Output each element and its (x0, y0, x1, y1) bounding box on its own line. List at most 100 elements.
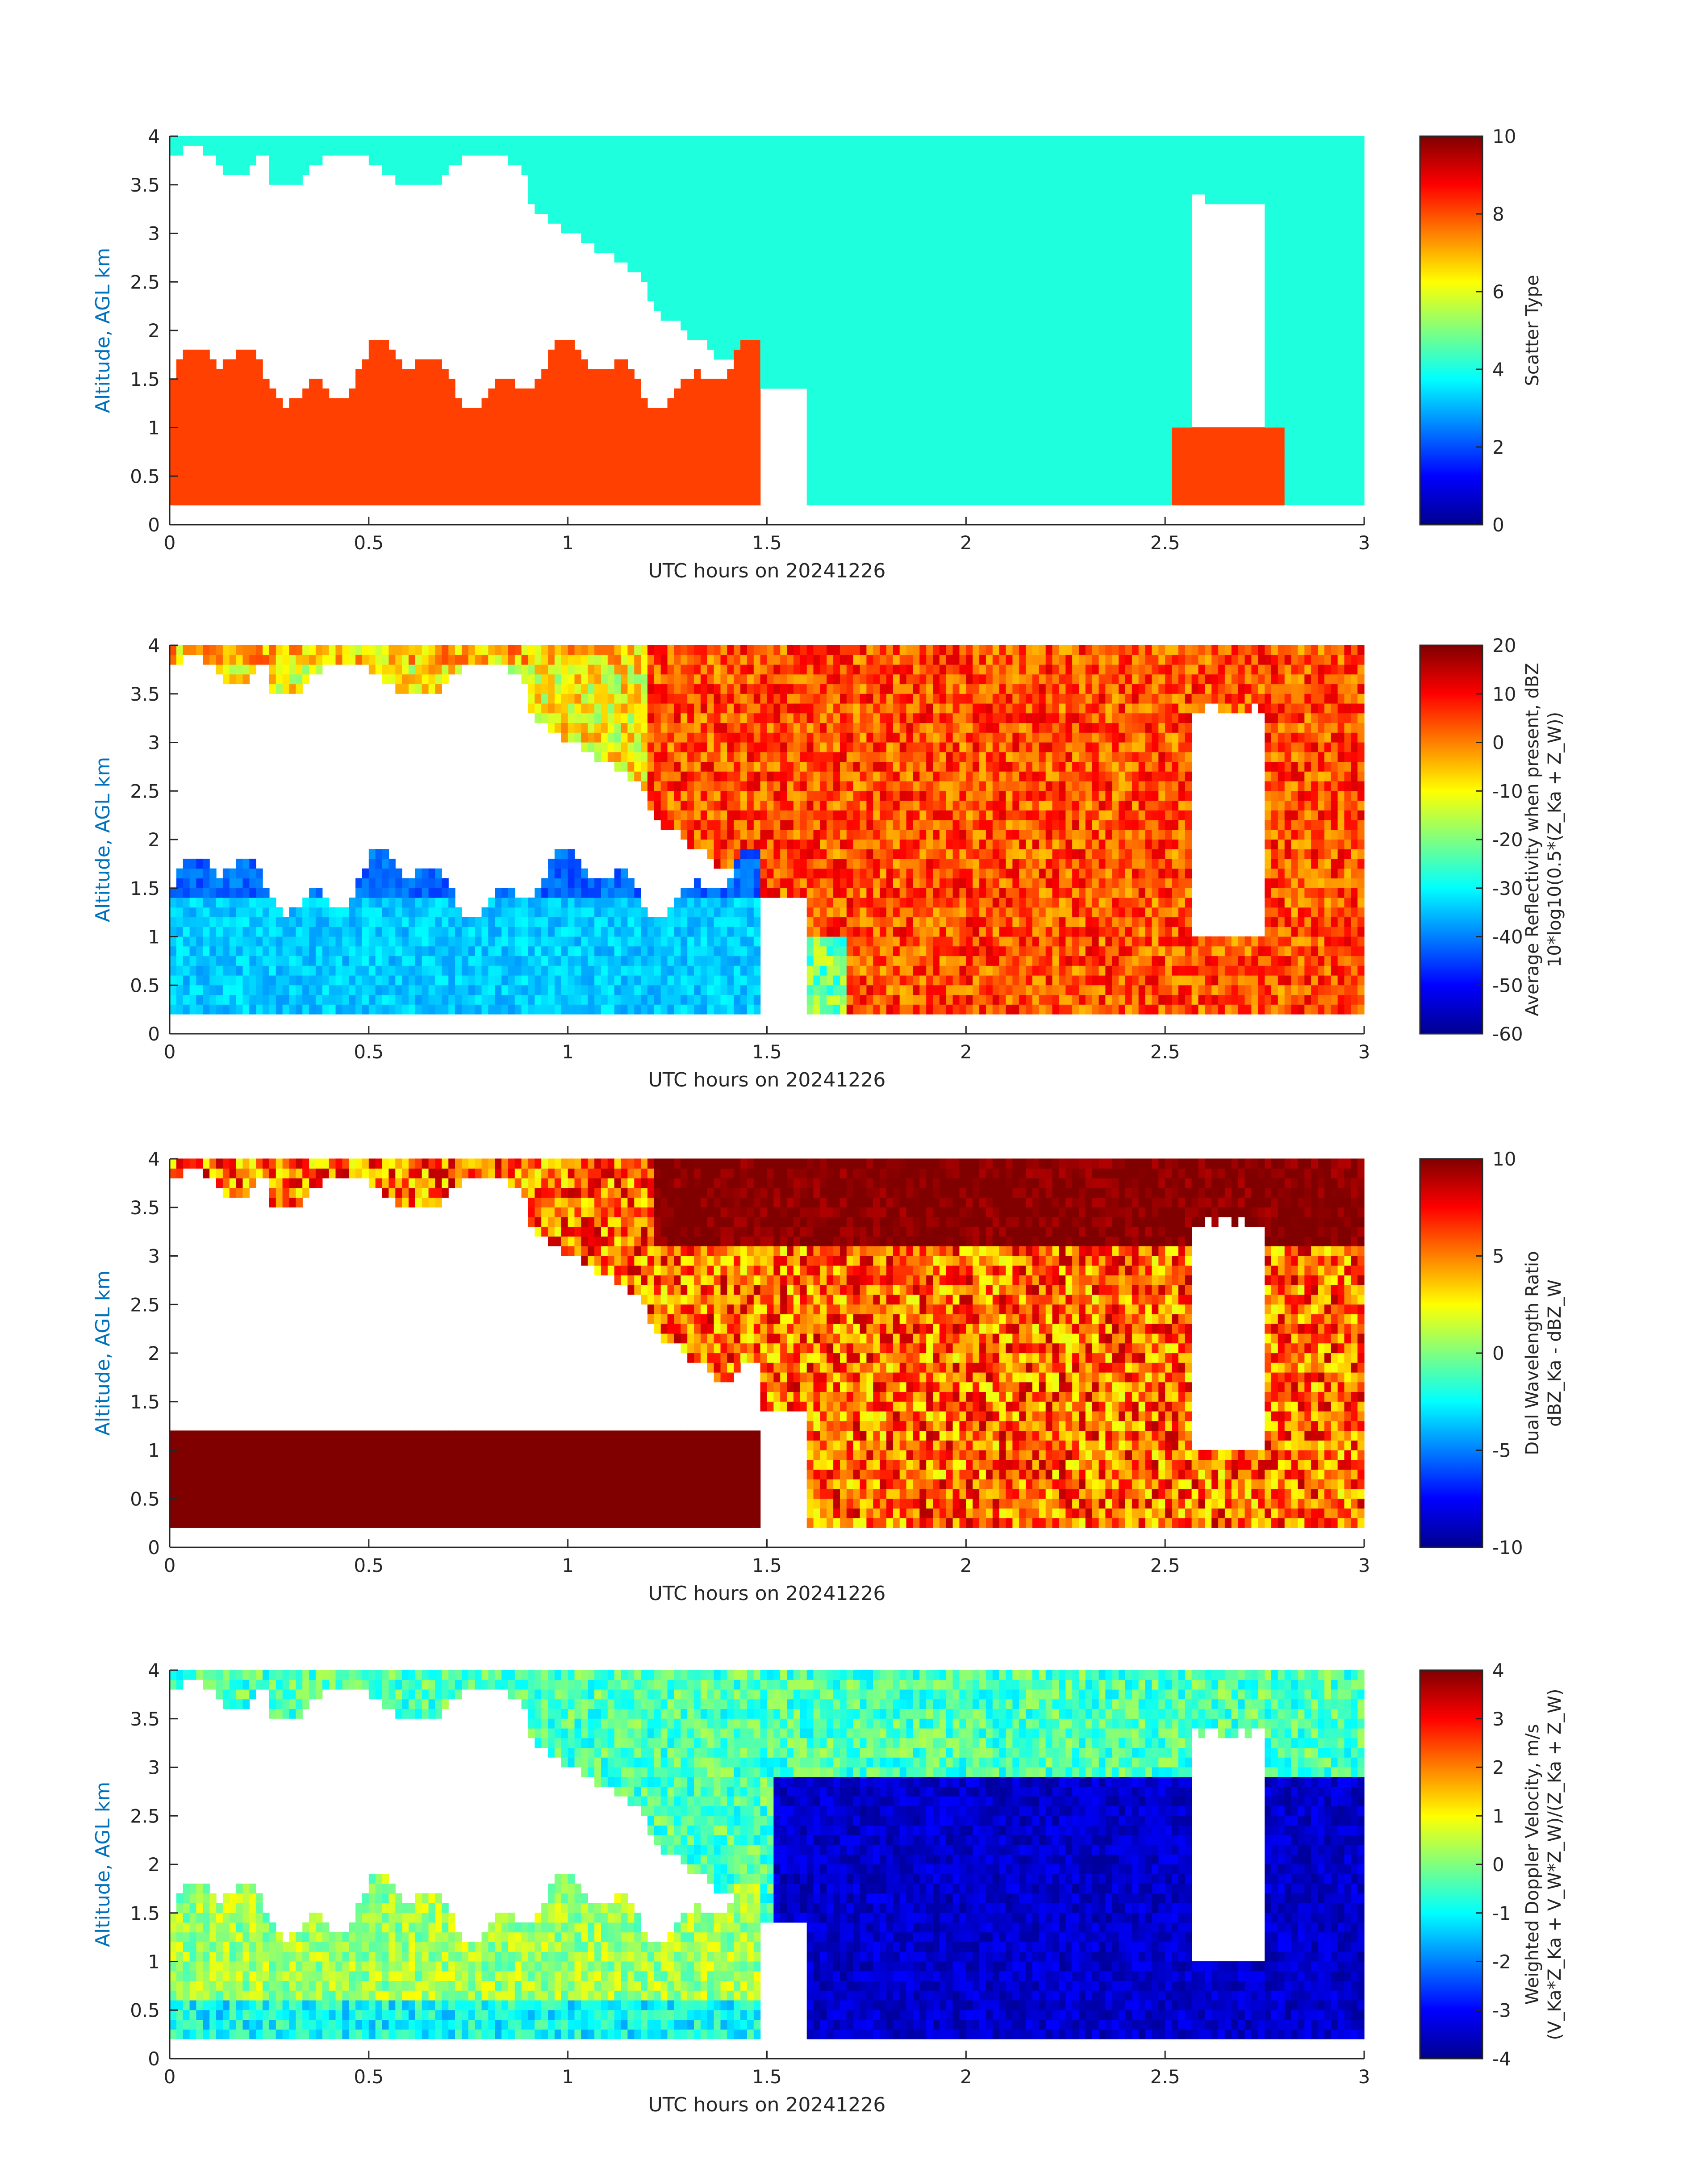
x-tick-label: 0.5 (354, 1554, 384, 1576)
panel-dual-wavelength-ratio: 0 0.5 1 1.5 2 2.5 3 0 0.5 1 1.5 2 2.5 3 3.5 4 UTC hours … (92, 1148, 1565, 1605)
colorbar-tick-label: 8 (1492, 203, 1504, 225)
colorbar-tick-label: 0 (1492, 1854, 1504, 1876)
x-tick-label: 3 (1358, 1041, 1370, 1063)
colorbar-tick-label: -60 (1492, 1023, 1523, 1045)
x-tick-label: 0.5 (354, 532, 384, 554)
y-tick-label: 0.5 (130, 1488, 160, 1510)
y-tick-label: 0 (148, 1537, 160, 1559)
x-tick-label: 0 (164, 532, 176, 554)
y-tick-label: 2.5 (130, 1805, 160, 1827)
y-tick-label: 1.5 (130, 1391, 160, 1413)
x-tick-label: 0 (164, 1554, 176, 1576)
colorbar-tick-label: -10 (1492, 780, 1523, 802)
x-tick-label: 1 (562, 1554, 574, 1576)
colorbar-tick-label: -20 (1492, 829, 1523, 851)
x-tick-label: 2.5 (1150, 532, 1180, 554)
colorbar-tick-label: 1 (1492, 1805, 1504, 1827)
x-tick-label: 1 (562, 2066, 574, 2088)
colorbar-label: Scatter Type (1522, 275, 1543, 386)
colorbar-label: (V_Ka*Z_Ka + V_W*Z_W)/(Z_Ka + Z_W) (1545, 1689, 1565, 2040)
x-tick-label: 2.5 (1150, 1041, 1180, 1063)
y-tick-label: 1.5 (130, 368, 160, 390)
heatmap-doppler-velocity (170, 1670, 1365, 2039)
y-axis-label: Altitude, AGL km (92, 1782, 114, 1947)
y-tick-label: 3 (148, 732, 160, 754)
x-axis-label: UTC hours on 20241226 (648, 1582, 886, 1605)
x-tick-label: 3 (1358, 2066, 1370, 2088)
colorbar-dual-wavelength-ratio: -10 -5 0 5 10 Dual Wavelength Ratio dBZ_Ka - d… (1419, 1148, 1565, 1559)
colorbar-tick-label: -50 (1492, 974, 1523, 996)
y-tick-label: 3.5 (130, 1197, 160, 1219)
x-tick-label: 2 (960, 532, 972, 554)
y-tick-label: 4 (148, 1659, 160, 1681)
colorbar-tick-label: 10 (1492, 683, 1516, 705)
colorbar-tick-label: -3 (1492, 1999, 1511, 2021)
x-tick-label: 1.5 (752, 1554, 782, 1576)
colorbar-label: dBZ_Ka - dBZ_W (1545, 1279, 1565, 1427)
y-tick-label: 3.5 (130, 1708, 160, 1730)
colorbar-tick-label: 20 (1492, 635, 1516, 656)
y-tick-label: 2 (148, 1854, 160, 1876)
x-tick-label: 3 (1358, 532, 1370, 554)
colorbar-tick-label: 4 (1492, 359, 1504, 380)
x-tick-label: 0.5 (354, 2066, 384, 2088)
y-tick-label: 3.5 (130, 683, 160, 705)
colorbar-tick-label: 10 (1492, 125, 1516, 147)
y-tick-label: 4 (148, 1148, 160, 1170)
colorbar-tick-label: 0 (1492, 1342, 1504, 1364)
y-tick-label: 0.5 (130, 1999, 160, 2021)
colorbar-tick-label: 5 (1492, 1245, 1504, 1267)
x-axis-label: UTC hours on 20241226 (648, 2093, 886, 2116)
colorbar-label: Dual Wavelength Ratio (1522, 1251, 1543, 1455)
panel-scatter-type: 0 0.5 1 1.5 2 2.5 3 0 0.5 1 1.5 2 2.5 3 3.5 4 UTC hours … (92, 125, 1543, 582)
y-tick-label: 2.5 (130, 271, 160, 293)
y-tick-label: 0.5 (130, 465, 160, 487)
y-tick-label: 2.5 (130, 1294, 160, 1316)
y-tick-label: 1 (148, 926, 160, 948)
colorbar-tick-label: 2 (1492, 436, 1504, 458)
y-tick-label: 1.5 (130, 1902, 160, 1924)
colorbar-label: Weighted Doppler Velocity, m/s (1522, 1724, 1543, 2005)
x-tick-label: 1.5 (752, 2066, 782, 2088)
x-tick-label: 0.5 (354, 1041, 384, 1063)
colorbar-tick-label: 0 (1492, 514, 1504, 536)
colorbar-doppler-velocity: -4 -3 -2 -1 0 1 2 3 4 Weighted Doppler Velocity, … (1419, 1659, 1565, 2070)
y-tick-label: 1.5 (130, 877, 160, 899)
x-axis-label: UTC hours on 20241226 (648, 1069, 886, 1091)
y-tick-label: 0 (148, 1023, 160, 1045)
colorbar-label: Average Reflectivity when present, dBZ (1522, 663, 1543, 1016)
y-axis-label: Altitude, AGL km (92, 1270, 114, 1436)
panel-reflectivity: 0 0.5 1 1.5 2 2.5 3 0 0.5 1 1.5 2 2.5 3 3.5 4 UTC hours … (92, 635, 1565, 1091)
x-tick-label: 2 (960, 2066, 972, 2088)
colorbar-tick-label: -10 (1492, 1537, 1523, 1559)
colorbar-tick-label: -4 (1492, 2048, 1511, 2070)
y-tick-label: 4 (148, 125, 160, 147)
y-tick-label: 2 (148, 829, 160, 851)
colorbar-tick-label: -30 (1492, 877, 1523, 899)
x-tick-label: 1 (562, 1041, 574, 1063)
y-tick-label: 0.5 (130, 974, 160, 996)
colorbar-tick-label: -2 (1492, 1951, 1511, 1973)
y-tick-label: 1 (148, 417, 160, 439)
colorbar-label: 10*log10(0.5*(Z_Ka + Z_W)) (1545, 712, 1565, 967)
y-axis-label: Altitude, AGL km (92, 248, 114, 413)
y-tick-label: 2.5 (130, 780, 160, 802)
x-axis-label: UTC hours on 20241226 (648, 560, 886, 582)
x-tick-label: 0 (164, 1041, 176, 1063)
colorbar-tick-label: -5 (1492, 1440, 1511, 1462)
y-axis-label: Altitude, AGL km (92, 757, 114, 922)
colorbar-reflectivity: -60 -50 -40 -30 -20 -10 0 10 20 Average Reflectiv… (1419, 635, 1565, 1045)
y-tick-label: 0 (148, 2048, 160, 2070)
y-tick-label: 3.5 (130, 174, 160, 196)
colorbar-scatter-type: 0 2 4 6 8 10 Scatter Type (1419, 125, 1543, 536)
x-tick-label: 1.5 (752, 1041, 782, 1063)
heatmap-dual-wavelength-ratio (170, 1158, 1365, 1528)
y-tick-label: 3 (148, 1757, 160, 1779)
y-tick-label: 0 (148, 514, 160, 536)
colorbar-tick-label: 0 (1492, 732, 1504, 754)
x-tick-label: 3 (1358, 1554, 1370, 1576)
y-tick-label: 2 (148, 1342, 160, 1364)
y-tick-label: 1 (148, 1951, 160, 1973)
heatmap-reflectivity (170, 645, 1365, 1015)
x-tick-label: 0 (164, 2066, 176, 2088)
